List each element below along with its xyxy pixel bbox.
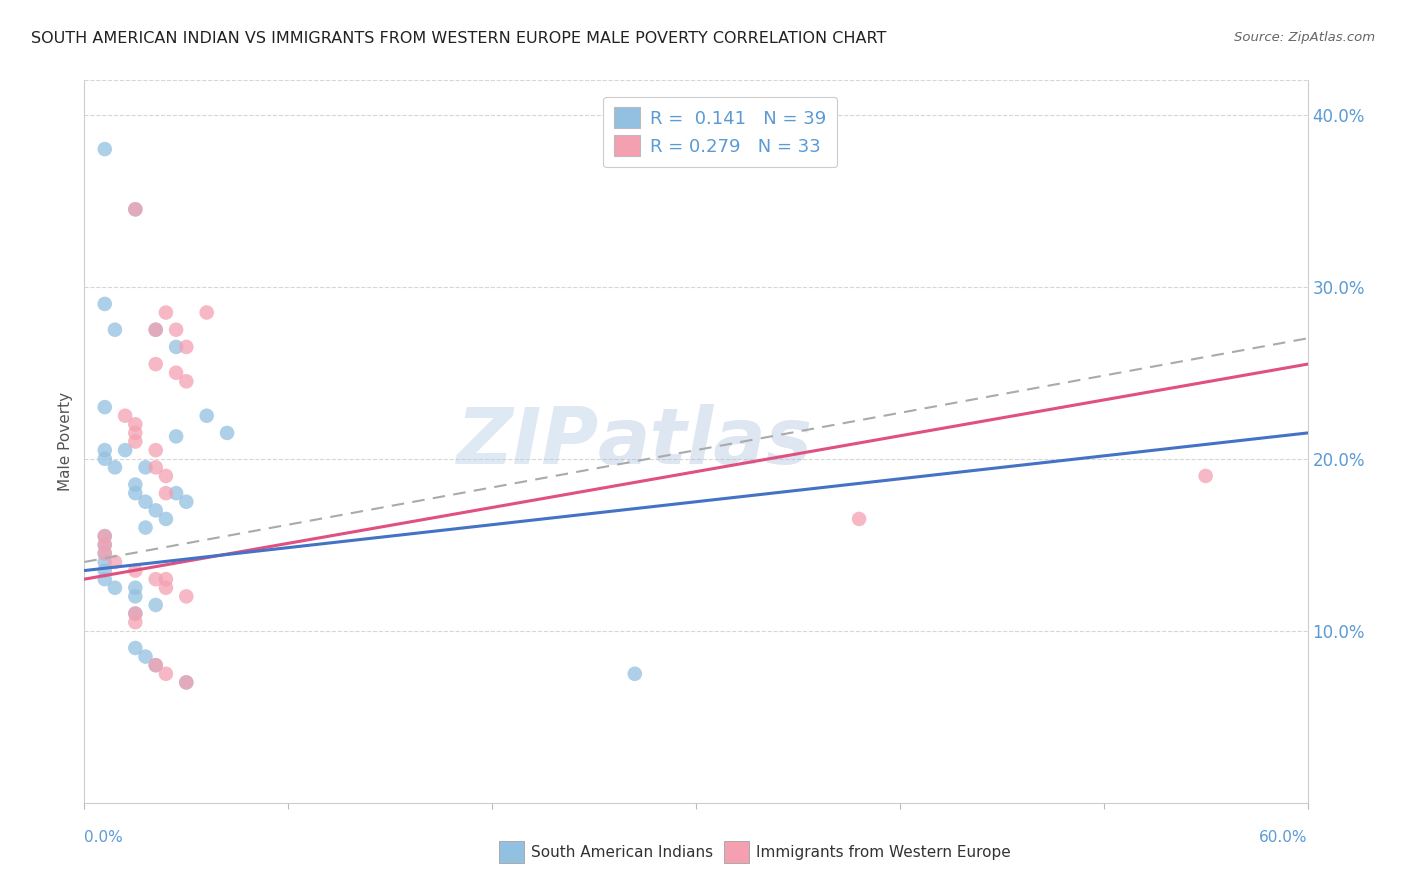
Text: Source: ZipAtlas.com: Source: ZipAtlas.com	[1234, 31, 1375, 45]
Point	[124, 640, 146, 655]
Point	[135, 460, 157, 475]
Text: ZIP: ZIP	[456, 403, 598, 480]
Y-axis label: Male Poverty: Male Poverty	[58, 392, 73, 491]
Point	[124, 202, 146, 217]
Point	[174, 375, 197, 389]
Text: SOUTH AMERICAN INDIAN VS IMMIGRANTS FROM WESTERN EUROPE MALE POVERTY CORRELATION: SOUTH AMERICAN INDIAN VS IMMIGRANTS FROM…	[31, 31, 886, 46]
Point	[174, 340, 197, 354]
Point	[93, 529, 115, 543]
Point	[104, 581, 127, 595]
Point	[165, 366, 187, 380]
Point	[174, 675, 197, 690]
Point	[114, 409, 136, 423]
Point	[124, 607, 146, 621]
Point	[93, 572, 115, 586]
Point	[93, 564, 115, 578]
Point	[135, 494, 157, 508]
Point	[124, 564, 146, 578]
Point	[174, 494, 197, 508]
Point	[124, 417, 146, 432]
Point	[124, 590, 146, 604]
Point	[145, 460, 167, 475]
Point	[93, 400, 115, 414]
Point	[165, 323, 187, 337]
Point	[174, 675, 197, 690]
Point	[145, 658, 167, 673]
Legend: R =  0.141   N = 39, R = 0.279   N = 33: R = 0.141 N = 39, R = 0.279 N = 33	[603, 96, 838, 167]
Point	[93, 546, 115, 560]
Point	[155, 486, 177, 500]
Point	[155, 666, 177, 681]
Text: atlas: atlas	[598, 403, 813, 480]
Point	[155, 512, 177, 526]
Point	[145, 443, 167, 458]
Point	[155, 581, 177, 595]
Point	[165, 340, 187, 354]
Point	[145, 357, 167, 371]
Point	[195, 305, 218, 319]
Point	[104, 555, 127, 569]
Point	[145, 598, 167, 612]
Point	[124, 607, 146, 621]
Point	[145, 658, 167, 673]
Point	[124, 486, 146, 500]
Point	[195, 409, 218, 423]
Point	[124, 434, 146, 449]
Point	[848, 512, 870, 526]
Point	[124, 202, 146, 217]
Text: Immigrants from Western Europe: Immigrants from Western Europe	[756, 846, 1011, 860]
Point	[93, 443, 115, 458]
Point	[93, 546, 115, 560]
Point	[124, 477, 146, 491]
Point	[217, 425, 239, 440]
Text: South American Indians: South American Indians	[531, 846, 714, 860]
Point	[93, 297, 115, 311]
Point	[145, 323, 167, 337]
Point	[155, 572, 177, 586]
Point	[145, 503, 167, 517]
Point	[104, 460, 127, 475]
Point	[93, 529, 115, 543]
Point	[114, 443, 136, 458]
Point	[93, 142, 115, 156]
Point	[165, 486, 187, 500]
Point	[124, 425, 146, 440]
Point	[93, 538, 115, 552]
Point	[174, 590, 197, 604]
Point	[104, 323, 127, 337]
Point	[135, 649, 157, 664]
Point	[124, 615, 146, 630]
Text: 60.0%: 60.0%	[1260, 830, 1308, 845]
Point	[93, 451, 115, 466]
Point	[145, 572, 167, 586]
Point	[155, 305, 177, 319]
Point	[93, 555, 115, 569]
Point	[93, 538, 115, 552]
Point	[624, 666, 647, 681]
Point	[155, 469, 177, 483]
Point	[1195, 469, 1218, 483]
Point	[165, 429, 187, 443]
Point	[135, 520, 157, 534]
Point	[145, 323, 167, 337]
Text: 0.0%: 0.0%	[84, 830, 124, 845]
Point	[124, 581, 146, 595]
